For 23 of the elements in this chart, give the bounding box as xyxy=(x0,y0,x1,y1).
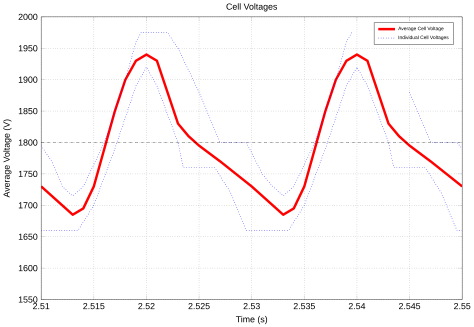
x-tick-label: 2.52 xyxy=(138,302,155,310)
x-tick-label: 2.55 xyxy=(454,302,470,310)
line-series xyxy=(41,66,462,231)
y-tick-label: 1900 xyxy=(18,76,38,83)
x-tick-label: 2.515 xyxy=(83,302,104,310)
x-tick-label: 2.545 xyxy=(399,302,420,310)
x-tick-label: 2.51 xyxy=(33,302,50,310)
x-tick-label: 2.525 xyxy=(188,302,210,310)
x-tick-label: 2.53 xyxy=(244,302,260,310)
y-tick-label: 1850 xyxy=(18,108,38,114)
y-tick-label: 2000 xyxy=(18,14,38,20)
x-axis-title: Time (s) xyxy=(236,316,268,324)
y-tick-label: 1650 xyxy=(18,233,38,240)
y-tick-label: 1950 xyxy=(18,44,38,52)
chart-title: Cell Voltages xyxy=(226,3,278,12)
y-tick-label: 1600 xyxy=(18,264,38,272)
y-tick-label: 1800 xyxy=(18,139,38,146)
y-tick-label: 1700 xyxy=(18,202,38,208)
y-tick-label: 1750 xyxy=(18,170,38,177)
x-tick-label: 2.54 xyxy=(348,302,366,310)
y-tick-label: 1550 xyxy=(18,296,38,302)
y-axis-title: Average Voltage (V) xyxy=(3,119,12,198)
x-tick-label: 2.535 xyxy=(294,302,315,310)
